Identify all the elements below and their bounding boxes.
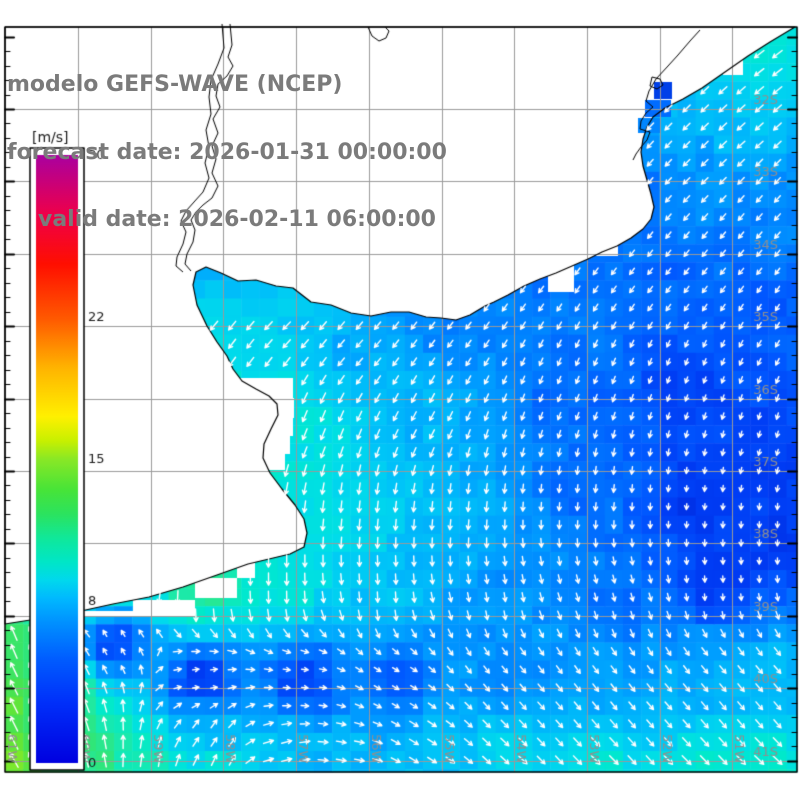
wind-map-canvas: [0, 0, 800, 800]
forecast-map-page: modelo GEFS-WAVE (NCEP) forecast date: 2…: [0, 0, 800, 800]
